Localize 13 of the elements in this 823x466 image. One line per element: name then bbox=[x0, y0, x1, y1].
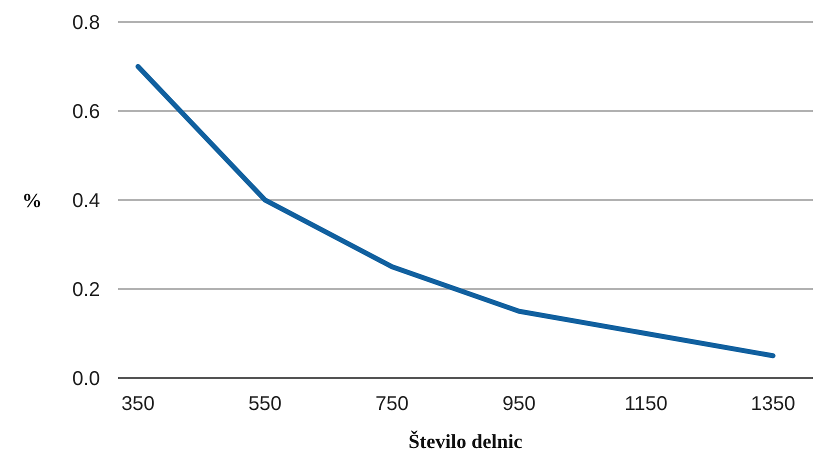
y-tick-label: 0.6 bbox=[72, 101, 100, 124]
y-axis-title: % bbox=[22, 190, 42, 212]
x-axis-title: Število delnic bbox=[408, 430, 523, 453]
x-tick-label: 1150 bbox=[624, 393, 668, 416]
y-tick-label: 0.0 bbox=[72, 368, 100, 390]
x-tick-label: 750 bbox=[375, 393, 409, 416]
x-tick-label: 350 bbox=[121, 393, 155, 416]
y-tick-label: 0.4 bbox=[72, 190, 100, 212]
y-tick-label: 0.2 bbox=[72, 279, 100, 302]
x-tick-label: 950 bbox=[502, 393, 536, 416]
y-tick-label: 0.8 bbox=[72, 12, 100, 34]
x-tick-label: 1350 bbox=[750, 393, 796, 416]
x-tick-label: 550 bbox=[248, 393, 282, 416]
